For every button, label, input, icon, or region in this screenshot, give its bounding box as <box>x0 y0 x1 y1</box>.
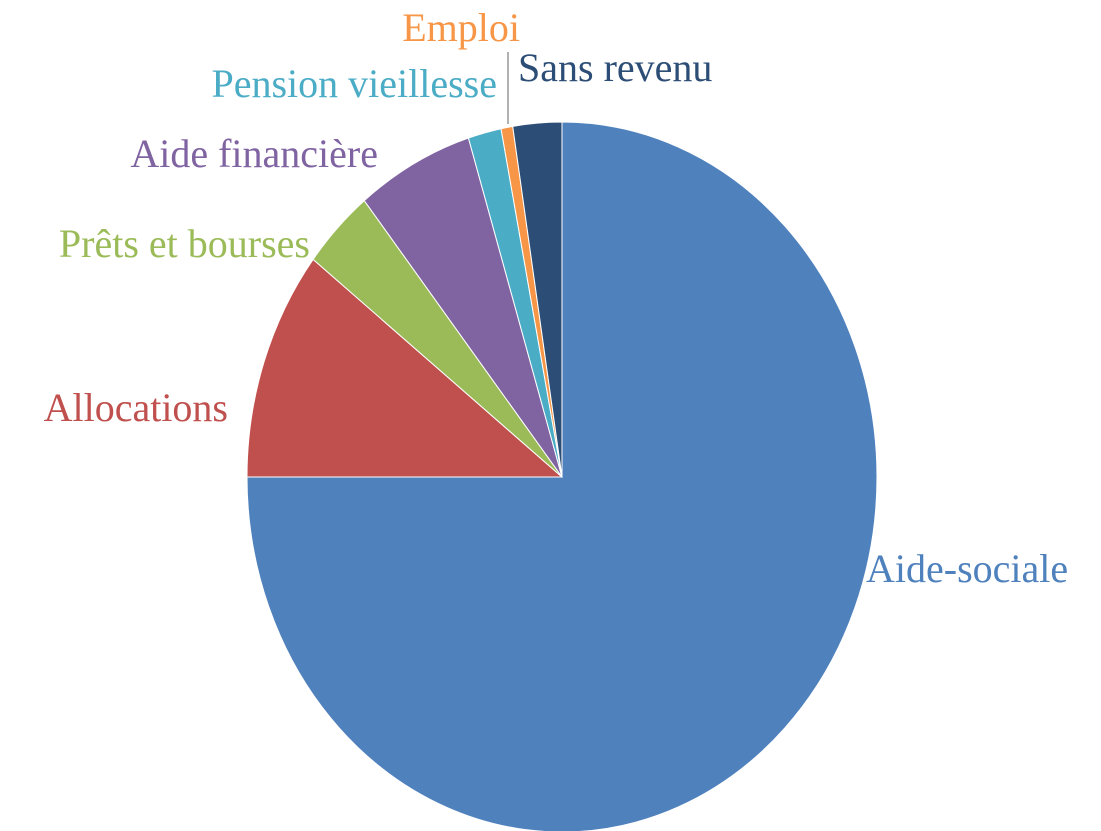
pie-slice <box>246 121 878 831</box>
slice-label: Emploi <box>402 5 520 50</box>
pie-slice <box>246 258 564 478</box>
slice-label: Aide-sociale <box>866 546 1068 591</box>
pie-slice <box>512 121 563 478</box>
pie-slice <box>363 137 563 478</box>
slice-label: Prêts et bourses <box>59 221 310 266</box>
slice-label: Sans revenu <box>518 45 712 90</box>
slice-label: Pension vieillesse <box>211 61 497 106</box>
slice-label: Aide financière <box>130 131 378 176</box>
slice-label: Allocations <box>44 385 228 430</box>
